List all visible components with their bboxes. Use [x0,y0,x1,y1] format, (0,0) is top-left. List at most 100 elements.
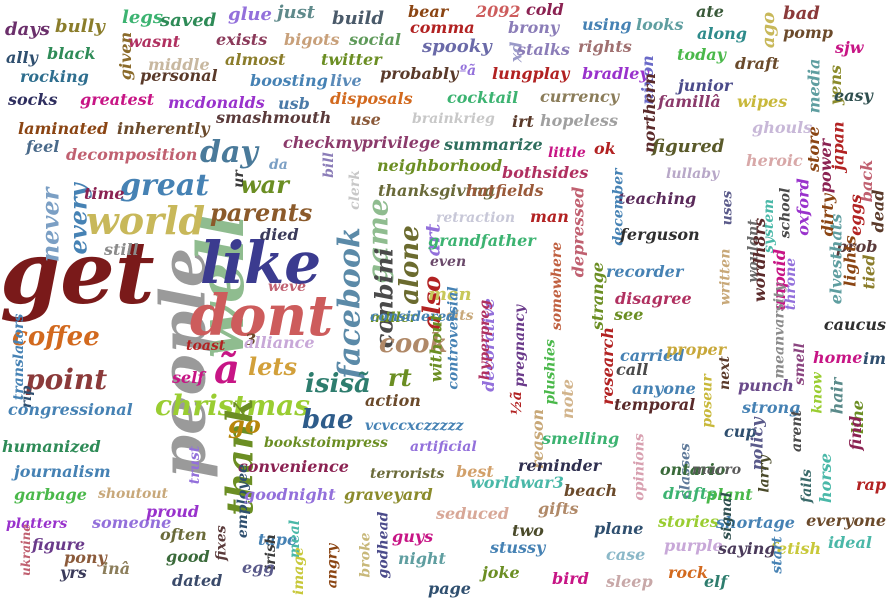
word-saying: saying [718,539,776,559]
word-dont: dont [190,283,334,350]
word-pregnancy: pregnancy [511,305,528,387]
word-rocking: rocking [20,67,89,87]
word-guys: guys [392,527,434,547]
word-bill: bill [320,152,337,178]
word-drafts: drafts [663,484,717,504]
word-lullaby: lullaby [666,165,720,182]
word-glyph: ã [214,346,240,393]
word-two: two [512,521,544,541]
word-build: build [332,7,384,29]
word-use: use [350,110,381,130]
word-school: school [776,187,793,238]
word-someone: someone [92,513,172,533]
word-goodnight: goodnight [244,485,336,505]
word-brony: brony [508,18,560,38]
word-arent: arent [789,410,805,452]
word-looks: looks [636,15,684,35]
word-rt: rt [388,362,412,392]
word-ontario: ontario [660,460,726,480]
word-plane: plane [594,519,644,539]
word-night: night [398,549,446,569]
word-bothsides: bothsides [502,163,589,183]
word-lets: lets [248,351,297,381]
word-hatfields: hatfields [466,181,544,201]
word-decomposition: decomposition [66,145,198,165]
word-anyone: anyone [632,379,696,399]
word-eggs: eggs [845,194,865,236]
word-self: self [172,368,205,388]
word-rock: rock [668,563,708,583]
word-next: next [716,356,733,390]
word-in: inâ [102,559,131,579]
word-miller: miller [370,309,418,326]
word-ur: ur [230,170,247,188]
word-congressional: congressional [8,400,133,420]
word-war: war [240,169,289,199]
word-smelling: smelling [542,429,620,449]
word-godhead: godhead [374,511,391,578]
word-journalism: journalism [14,462,111,482]
word-legs: legs [122,6,164,28]
word-egg: egg [242,558,275,578]
word-punch: punch [738,376,794,396]
word-figure: figure [32,535,86,555]
word-sits: sits [446,307,474,324]
word-using: using [582,15,632,35]
word-fixes: fixes [213,524,230,561]
word-angry: angry [323,543,340,588]
word-man: man [530,207,569,227]
word-saved: saved [160,9,217,31]
word-horse: horse [815,453,835,503]
word-meanvarsity: meanvarsity [771,282,788,379]
word-glyph: ½ã [508,391,525,415]
word-3: 3 [245,330,257,350]
word-seduced: seduced [436,504,510,524]
word-christmas: christmas [155,388,311,422]
word-rights: rights [578,37,632,57]
word-stalks: stalks [517,40,570,60]
word-home: home [813,348,863,368]
word-isis: isisã [305,369,371,400]
word-im: im [862,349,886,369]
word-best: best [456,462,494,482]
word-glue: glue [228,3,272,25]
word-even: even [430,253,467,270]
word-page: page [428,579,471,599]
word-brainkrieg: brainkrieg [412,110,495,127]
word-temporal: temporal [614,395,696,415]
word-purple: purple [664,536,723,556]
word-given: given [116,31,136,81]
word-platters: platters [6,515,68,532]
word-bird: bird [552,569,589,589]
word-glyph: ºã [460,62,477,79]
word-fetish: fetish [770,539,822,559]
word-hair: hair [826,377,846,414]
word-pony: pony [64,548,107,568]
word-terrorists: terrorists [370,465,445,482]
word-call: call [616,360,649,380]
word-disposals: disposals [330,89,413,109]
word-ok: ok [594,139,616,159]
word-bradley: bradley [582,64,649,84]
word-larry: larry [756,454,773,493]
word-plant: plant [706,485,753,505]
word-along: along [697,24,747,44]
word-opinions: opinions [631,432,648,501]
word-gifts: gifts [538,499,579,519]
word-vcvccxczzzzz: vcvccxczzzzz [365,417,464,434]
word-never: never [34,187,64,262]
word-dead: dead [867,189,886,232]
word-garbage: garbage [14,485,87,505]
word-still: still [104,240,139,260]
word-lights: lights [840,234,860,287]
word-ferguson: ferguson [620,225,700,245]
word-bear: bear [408,2,449,22]
word-prob: prob [836,237,878,257]
word-considered: considered [370,308,457,325]
word-days: days [5,18,50,40]
word-today: today [677,45,726,65]
word-ghouls: ghouls [752,118,813,138]
word-pomp: pomp [783,23,833,43]
word-summarize: summarize [444,135,543,155]
word-neighborhood: neighborhood [377,156,503,176]
